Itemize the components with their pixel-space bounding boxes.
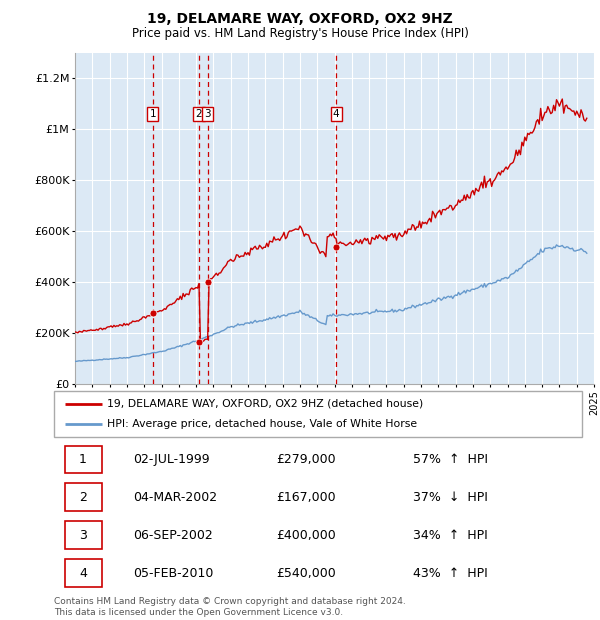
Text: 02-JUL-1999: 02-JUL-1999: [133, 453, 210, 466]
Text: 37%  ↓  HPI: 37% ↓ HPI: [413, 490, 488, 503]
Text: 19, DELAMARE WAY, OXFORD, OX2 9HZ: 19, DELAMARE WAY, OXFORD, OX2 9HZ: [147, 12, 453, 27]
FancyBboxPatch shape: [54, 391, 582, 437]
Text: 05-FEB-2010: 05-FEB-2010: [133, 567, 214, 580]
Text: £540,000: £540,000: [276, 567, 335, 580]
Text: 4: 4: [333, 109, 340, 119]
Text: £400,000: £400,000: [276, 529, 335, 542]
Text: 2: 2: [196, 109, 202, 119]
Text: 43%  ↑  HPI: 43% ↑ HPI: [413, 567, 488, 580]
Text: 3: 3: [79, 529, 87, 542]
FancyBboxPatch shape: [65, 521, 101, 549]
Text: £167,000: £167,000: [276, 490, 335, 503]
Text: £279,000: £279,000: [276, 453, 335, 466]
Text: 06-SEP-2002: 06-SEP-2002: [133, 529, 213, 542]
Text: 57%  ↑  HPI: 57% ↑ HPI: [413, 453, 488, 466]
Text: Contains HM Land Registry data © Crown copyright and database right 2024.
This d: Contains HM Land Registry data © Crown c…: [54, 598, 406, 617]
Text: 1: 1: [149, 109, 156, 119]
Text: 04-MAR-2002: 04-MAR-2002: [133, 490, 217, 503]
FancyBboxPatch shape: [65, 446, 101, 473]
Text: Price paid vs. HM Land Registry's House Price Index (HPI): Price paid vs. HM Land Registry's House …: [131, 27, 469, 40]
Text: 4: 4: [79, 567, 87, 580]
Text: 19, DELAMARE WAY, OXFORD, OX2 9HZ (detached house): 19, DELAMARE WAY, OXFORD, OX2 9HZ (detac…: [107, 399, 423, 409]
Text: 2: 2: [79, 490, 87, 503]
Text: 1: 1: [79, 453, 87, 466]
Text: 34%  ↑  HPI: 34% ↑ HPI: [413, 529, 488, 542]
FancyBboxPatch shape: [65, 484, 101, 511]
FancyBboxPatch shape: [65, 559, 101, 587]
Text: 3: 3: [205, 109, 211, 119]
Text: HPI: Average price, detached house, Vale of White Horse: HPI: Average price, detached house, Vale…: [107, 419, 417, 429]
